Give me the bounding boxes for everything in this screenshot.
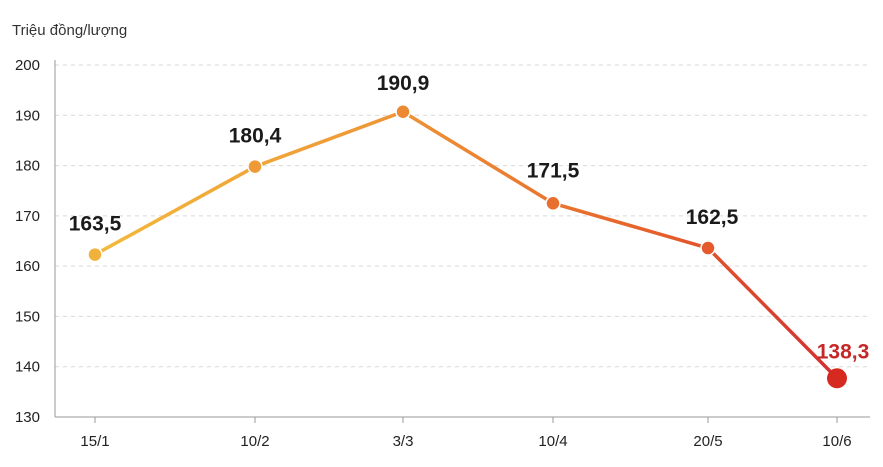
series-line [93, 110, 839, 381]
x-tick-label: 10/2 [240, 433, 269, 450]
data-label: 190,9 [377, 72, 430, 95]
y-tick-label: 180 [15, 158, 40, 175]
data-label: 180,4 [229, 125, 282, 148]
data-label: 162,5 [686, 206, 739, 229]
data-point [247, 158, 263, 175]
y-tick-label: 130 [15, 409, 40, 426]
data-point [545, 195, 561, 212]
y-tick-label: 190 [15, 107, 40, 124]
y-tick-label: 160 [15, 258, 40, 275]
data-point [700, 240, 716, 256]
data-label: 171,5 [527, 159, 580, 182]
x-tick-label: 10/6 [822, 433, 851, 450]
x-tick-label: 20/5 [693, 433, 722, 450]
data-label: 163,5 [69, 213, 122, 236]
y-tick-label: 150 [15, 308, 40, 325]
data-point-highlight [827, 368, 847, 389]
y-axis-unit-label: Triệu đồng/lượng [12, 22, 128, 39]
x-tick-label: 3/3 [393, 433, 414, 450]
y-tick-label: 170 [15, 208, 40, 225]
x-tick-label: 15/1 [80, 433, 109, 450]
data-label: 138,3 [817, 340, 870, 363]
data-point [395, 104, 411, 120]
data-point [87, 246, 103, 263]
y-tick-label: 140 [15, 359, 40, 376]
y-tick-label: 200 [15, 57, 40, 74]
x-tick-label: 10/4 [538, 433, 567, 450]
